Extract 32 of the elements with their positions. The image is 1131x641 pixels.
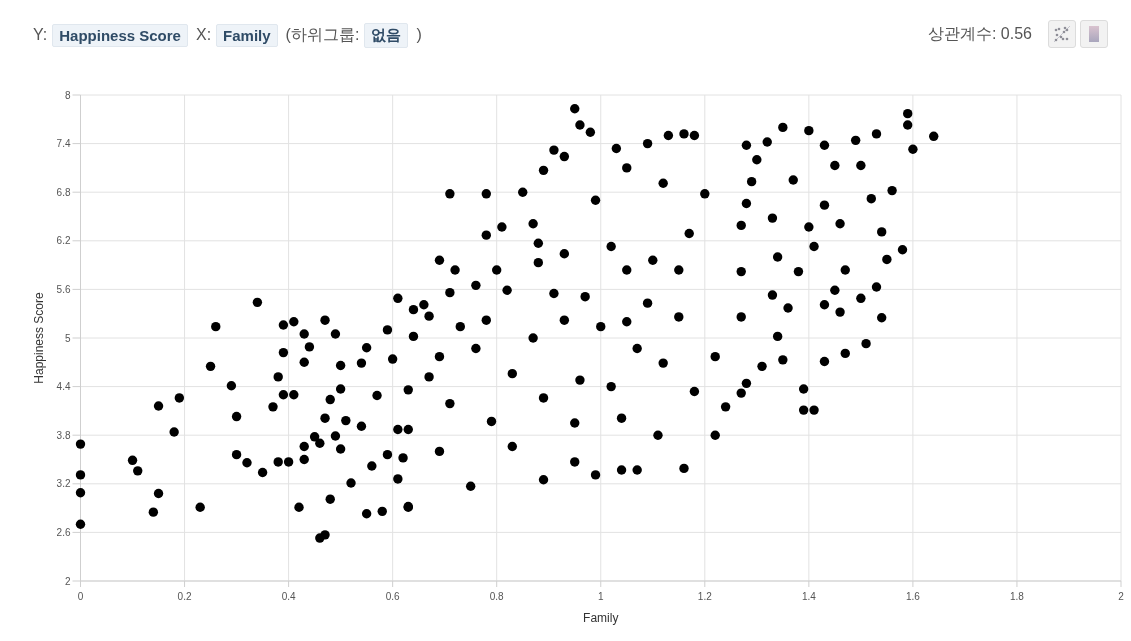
y-tick-label: 5.6 (56, 283, 71, 295)
y-tick-label: 2 (64, 575, 71, 587)
x-tick-label: 1 (597, 591, 604, 602)
x-tick-label: 0.8 (489, 591, 505, 602)
text: Family (216, 23, 278, 47)
text: Happiness Score (52, 23, 188, 47)
y-tick-label: 7.4 (56, 138, 71, 150)
y-tick-label: 2.6 (56, 526, 71, 538)
x-tick-label: 1.2 (697, 591, 713, 602)
x-tick-label: 1.8 (1010, 591, 1025, 602)
x-tick-label: 0.4 (281, 591, 296, 602)
x-tick-label: 1.6 (905, 591, 921, 602)
text: X: (195, 26, 212, 44)
y-tick-label: 4.4 (56, 381, 71, 393)
text: 상관계수: 0.56 (927, 23, 1032, 44)
x-tick-label: 0 (77, 591, 84, 602)
x-tick-label: 0.2 (177, 591, 192, 602)
y-tick-label: 6.2 (56, 235, 71, 247)
x-tick-label: 1.4 (801, 591, 817, 602)
y-tick-label: 3.2 (56, 478, 71, 490)
text: Y: (33, 26, 48, 44)
text: (하위그룹: (285, 24, 360, 45)
text: ) (416, 26, 422, 44)
y-tick-label: 3.8 (56, 429, 71, 441)
y-tick-label: 8 (64, 89, 71, 101)
text: 없음 (364, 22, 409, 48)
y-tick-label: 5 (64, 332, 71, 344)
x-tick-label: 2 (1118, 591, 1125, 602)
x-axis-title: Family (583, 611, 619, 625)
x-tick-label: 0.6 (385, 591, 401, 602)
y-tick-label: 6.8 (56, 186, 71, 198)
y-axis-title: Happiness Score (32, 291, 46, 384)
